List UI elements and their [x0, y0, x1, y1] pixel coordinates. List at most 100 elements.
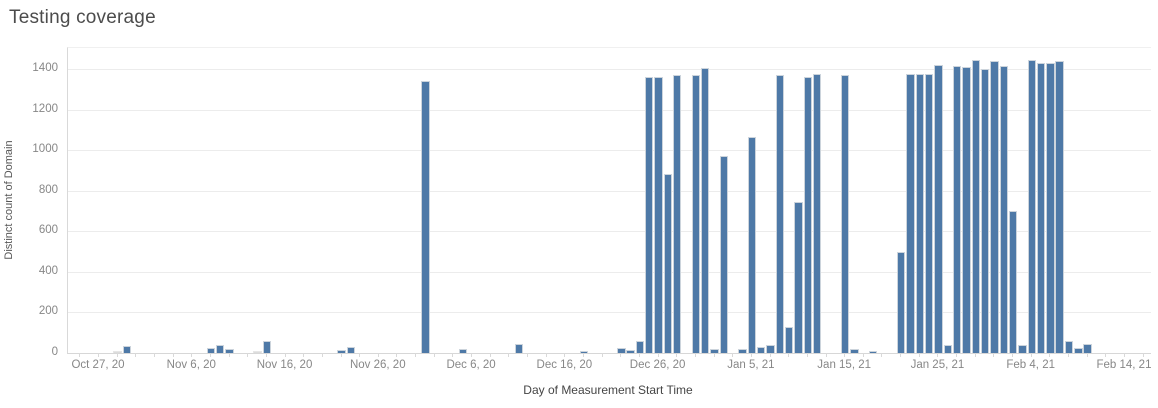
bar[interactable]: [122, 345, 132, 353]
x-tick-label: Dec 26, 20: [629, 359, 686, 371]
bar[interactable]: [840, 75, 850, 353]
bar[interactable]: [1036, 62, 1046, 353]
x-tick-label: Nov 16, 20: [256, 359, 313, 371]
bar[interactable]: [915, 74, 924, 353]
bar[interactable]: [337, 349, 346, 353]
bar[interactable]: [514, 343, 523, 353]
bar[interactable]: [691, 75, 701, 353]
x-tick-mark: [1030, 353, 1032, 357]
x-tick-label: Nov 6, 20: [166, 359, 216, 371]
bar[interactable]: [962, 66, 971, 353]
x-tick-mark: [377, 353, 379, 357]
x-tick-label: Jan 5, 21: [727, 359, 775, 371]
bar[interactable]: [934, 64, 943, 353]
bar[interactable]: [216, 344, 225, 353]
bar[interactable]: [1027, 59, 1036, 353]
x-tick-mark: [676, 353, 678, 357]
bar[interactable]: [775, 75, 785, 353]
bar[interactable]: [458, 348, 467, 353]
y-gridline: [68, 190, 1151, 192]
bar[interactable]: [896, 251, 906, 353]
bar[interactable]: [579, 350, 589, 353]
bar[interactable]: [421, 81, 430, 353]
bar[interactable]: [673, 75, 682, 353]
x-tick-mark: [900, 353, 902, 357]
bar[interactable]: [654, 77, 663, 353]
bar[interactable]: [719, 156, 729, 353]
bar[interactable]: [1064, 340, 1074, 353]
x-tick-mark: [1086, 353, 1088, 357]
bar[interactable]: [663, 174, 673, 353]
x-tick-mark: [265, 353, 267, 357]
plot-area: [67, 47, 1151, 354]
y-tick-label: 1200: [32, 102, 58, 115]
bar[interactable]: [617, 347, 626, 353]
bar[interactable]: [113, 351, 122, 353]
bar[interactable]: [1008, 211, 1018, 353]
y-tick-label: 0: [51, 346, 58, 358]
x-tick-mark: [638, 353, 640, 357]
x-tick-label: Feb 4, 21: [1006, 359, 1055, 371]
x-tick-mark: [1105, 353, 1107, 357]
bar[interactable]: [999, 65, 1008, 353]
bar[interactable]: [812, 74, 822, 353]
y-gridline: [68, 312, 1151, 314]
x-tick-mark: [79, 353, 81, 357]
bar[interactable]: [1046, 62, 1055, 353]
x-tick-label: Oct 27, 20: [71, 359, 125, 371]
bar[interactable]: [803, 77, 813, 353]
bar[interactable]: [1074, 347, 1083, 353]
x-tick-mark: [862, 353, 864, 357]
y-axis-title: Distinct count of Domain: [3, 140, 15, 260]
y-tick-label: 800: [38, 183, 58, 196]
bar[interactable]: [784, 326, 794, 353]
bar[interactable]: [635, 340, 645, 353]
x-tick-label: Nov 26, 20: [349, 359, 406, 371]
bar[interactable]: [943, 344, 952, 353]
x-tick-mark: [303, 353, 305, 357]
bar[interactable]: [626, 349, 635, 353]
bar[interactable]: [262, 340, 272, 353]
x-tick-label: Feb 14, 21: [1096, 359, 1152, 371]
x-tick-label: Dec 6, 20: [446, 359, 496, 371]
y-gridline: [68, 109, 1151, 111]
x-tick-label: Dec 16, 20: [536, 359, 593, 371]
bar[interactable]: [980, 69, 990, 353]
x-tick-mark: [620, 353, 622, 357]
chart-title: Testing coverage: [9, 7, 156, 28]
bar[interactable]: [701, 67, 710, 353]
bar[interactable]: [225, 348, 234, 353]
x-tick-mark: [471, 353, 473, 357]
x-tick-mark: [1123, 353, 1125, 357]
bar[interactable]: [747, 136, 757, 353]
x-tick-mark: [209, 353, 211, 357]
x-tick-mark: [153, 353, 155, 357]
y-tick-label: 200: [38, 305, 58, 318]
bar[interactable]: [868, 350, 878, 353]
x-tick-mark: [191, 353, 193, 357]
bar[interactable]: [738, 348, 747, 353]
bar[interactable]: [1083, 343, 1092, 353]
bar[interactable]: [757, 346, 766, 353]
bar[interactable]: [766, 344, 775, 353]
y-gridline: [68, 231, 1151, 233]
bar[interactable]: [990, 60, 999, 353]
bar[interactable]: [1055, 60, 1064, 353]
x-tick-mark: [1049, 353, 1051, 357]
bar[interactable]: [794, 201, 803, 353]
bar[interactable]: [971, 59, 980, 353]
bar[interactable]: [1018, 344, 1027, 353]
bar[interactable]: [346, 346, 356, 353]
x-tick-mark: [956, 353, 958, 357]
bar[interactable]: [952, 65, 962, 353]
bar[interactable]: [924, 74, 934, 353]
bar[interactable]: [253, 350, 262, 353]
bar[interactable]: [206, 347, 216, 353]
bar[interactable]: [850, 348, 859, 353]
x-tick-mark: [116, 353, 118, 357]
x-tick-mark: [694, 353, 696, 357]
bar[interactable]: [906, 74, 915, 353]
bar[interactable]: [710, 348, 719, 353]
bar[interactable]: [645, 77, 654, 353]
x-tick-mark: [825, 353, 827, 357]
